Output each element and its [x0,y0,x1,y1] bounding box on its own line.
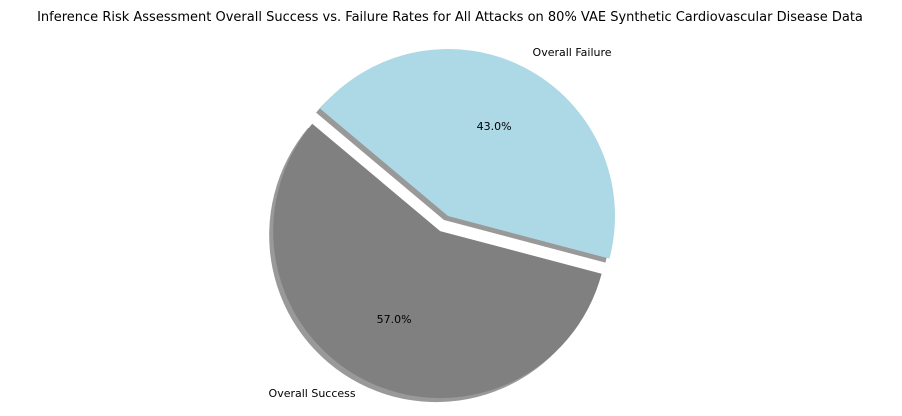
pie-slice-overall-success [273,123,602,399]
slice-percent-label: 43.0% [477,120,512,133]
slice-percent-label: 57.0% [377,313,412,326]
slice-label: Overall Failure [533,46,612,59]
slice-label: Overall Success [269,387,356,400]
pie-slices: Overall Success 57.0% Overall Failure 43.0% [269,46,616,403]
pie-slice-overall-failure [320,48,616,259]
chart-title: Inference Risk Assessment Overall Succes… [37,10,863,25]
